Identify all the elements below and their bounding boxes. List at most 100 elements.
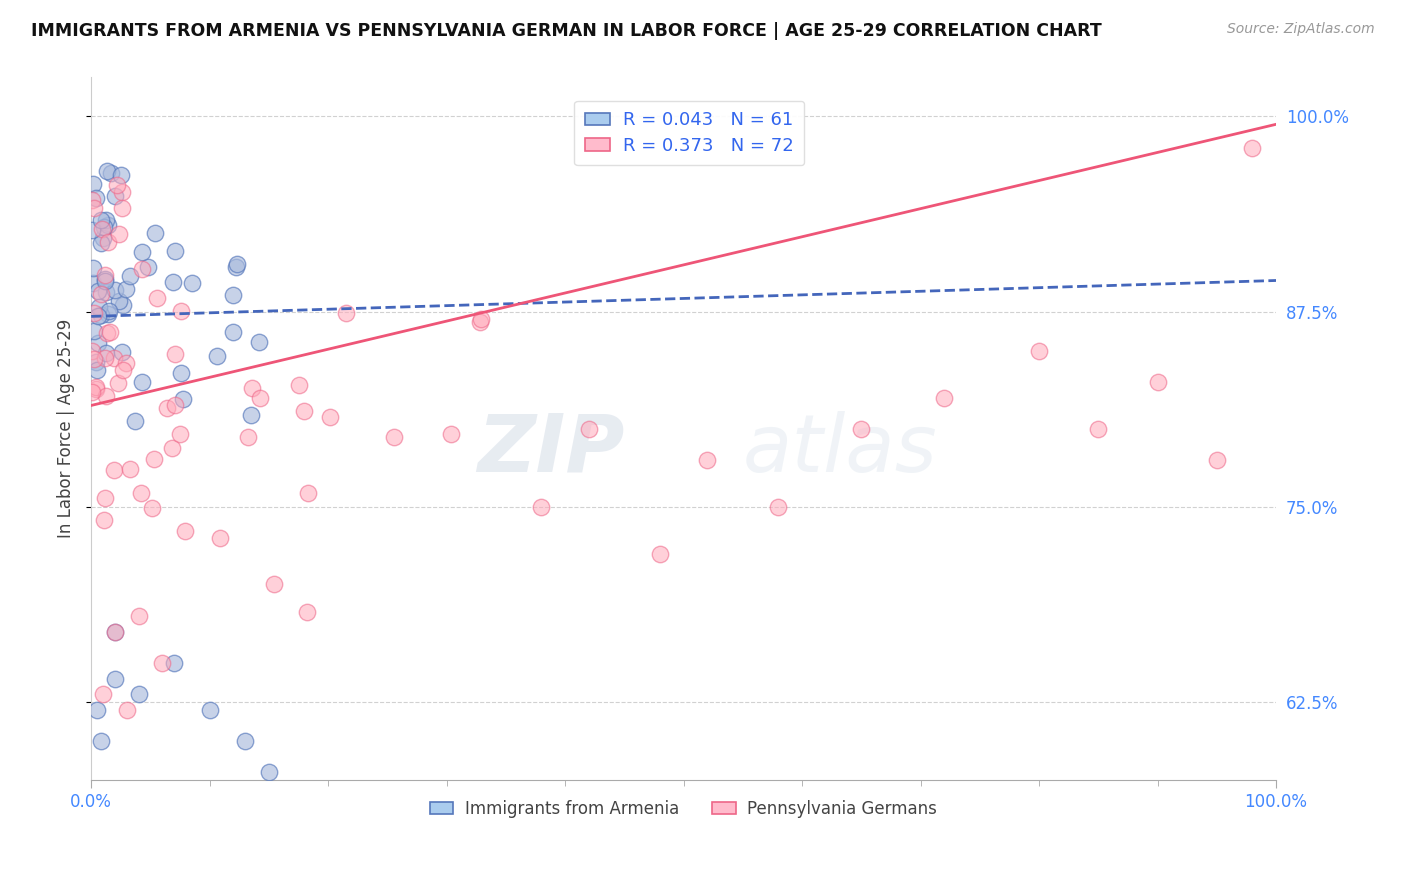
Point — [83, 352, 105, 367]
Point — [226, 257, 249, 271]
Point — [222, 325, 245, 339]
Point — [335, 305, 357, 319]
Point — [94, 491, 117, 505]
Point — [172, 392, 194, 406]
Point — [98, 304, 121, 318]
Point — [470, 311, 492, 326]
Text: IMMIGRANTS FROM ARMENIA VS PENNSYLVANIA GERMAN IN LABOR FORCE | AGE 25-29 CORREL: IMMIGRANTS FROM ARMENIA VS PENNSYLVANIA … — [31, 22, 1102, 40]
Point — [83, 306, 105, 320]
Point — [205, 350, 228, 364]
Point — [111, 345, 134, 359]
Point — [440, 426, 463, 441]
Point — [222, 288, 245, 302]
Point — [103, 351, 125, 365]
Point — [97, 235, 120, 249]
Point — [128, 609, 150, 624]
Point — [128, 687, 150, 701]
Point — [468, 314, 491, 328]
Point — [82, 223, 104, 237]
Point — [768, 500, 790, 514]
Point — [165, 347, 187, 361]
Point — [111, 186, 134, 200]
Point — [292, 404, 315, 418]
Point — [82, 193, 104, 207]
Point — [97, 308, 120, 322]
Point — [96, 164, 118, 178]
Point — [104, 672, 127, 686]
Point — [934, 391, 956, 405]
Point — [297, 485, 319, 500]
Point — [124, 414, 146, 428]
Point — [104, 624, 127, 639]
Point — [142, 452, 165, 467]
Point — [131, 375, 153, 389]
Point — [90, 212, 112, 227]
Point — [236, 429, 259, 443]
Point — [110, 169, 132, 183]
Point — [104, 189, 127, 203]
Point — [93, 231, 115, 245]
Point — [263, 576, 285, 591]
Point — [82, 177, 104, 191]
Point — [103, 463, 125, 477]
Point — [131, 261, 153, 276]
Point — [111, 202, 134, 216]
Point — [93, 513, 115, 527]
Point — [1087, 422, 1109, 436]
Point — [288, 378, 311, 392]
Point — [104, 624, 127, 639]
Point — [89, 300, 111, 314]
Point — [87, 310, 110, 324]
Point — [82, 260, 104, 275]
Point — [93, 219, 115, 234]
Point — [160, 441, 183, 455]
Point — [1241, 141, 1264, 155]
Point — [97, 218, 120, 232]
Point — [84, 191, 107, 205]
Point — [319, 409, 342, 424]
Point — [87, 335, 110, 350]
Point — [249, 392, 271, 406]
Point — [136, 260, 159, 275]
Point — [198, 703, 221, 717]
Point — [83, 324, 105, 338]
Point — [82, 276, 104, 290]
Point — [91, 222, 114, 236]
Point — [115, 703, 138, 717]
Point — [163, 397, 186, 411]
Point — [83, 202, 105, 216]
Point — [98, 325, 121, 339]
Point — [120, 462, 142, 476]
Point — [257, 765, 280, 780]
Point — [162, 275, 184, 289]
Point — [131, 245, 153, 260]
Point — [90, 287, 112, 301]
Point — [1028, 343, 1050, 358]
Point — [382, 430, 405, 444]
Point — [146, 291, 169, 305]
Point — [84, 355, 107, 369]
Point — [141, 501, 163, 516]
Point — [114, 356, 136, 370]
Point — [115, 282, 138, 296]
Point — [105, 178, 128, 192]
Point — [648, 547, 671, 561]
Point — [1205, 453, 1227, 467]
Point — [112, 298, 135, 312]
Point — [156, 401, 179, 415]
Point — [530, 500, 553, 514]
Point — [170, 303, 193, 318]
Point — [104, 283, 127, 297]
Point — [143, 226, 166, 240]
Point — [100, 166, 122, 180]
Point — [169, 366, 191, 380]
Y-axis label: In Labor Force | Age 25-29: In Labor Force | Age 25-29 — [58, 319, 75, 539]
Point — [93, 271, 115, 285]
Point — [1146, 375, 1168, 389]
Point — [93, 268, 115, 282]
Point — [86, 363, 108, 377]
Point — [169, 426, 191, 441]
Point — [91, 687, 114, 701]
Text: Source: ZipAtlas.com: Source: ZipAtlas.com — [1227, 22, 1375, 37]
Point — [129, 486, 152, 500]
